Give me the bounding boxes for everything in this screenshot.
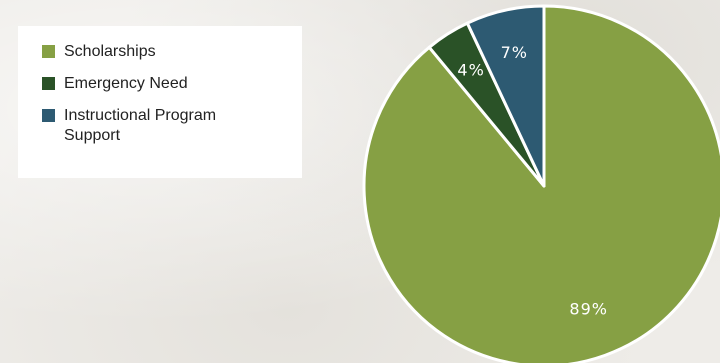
legend-swatch-instructional-program-support [42,109,55,122]
pie-slices [362,4,720,363]
legend-swatch-scholarships [42,45,55,58]
chart-legend: Scholarships Emergency Need Instructiona… [18,26,302,178]
pie-slice-instructional-program-support [465,4,546,188]
pie-slice-label-instructional-program-support: 7% [501,43,528,62]
legend-item-emergency-need: Emergency Need [42,74,302,94]
pie-slice-labels: 89% 4% 7% [457,43,608,319]
pie-slice-label-scholarships: 89% [569,300,608,319]
legend-item-scholarships: Scholarships [42,42,302,62]
legend-label-emergency-need: Emergency Need [64,75,188,92]
pie-slice-label-emergency-need: 4% [457,61,484,80]
legend-swatch-emergency-need [42,77,55,90]
legend-label-scholarships: Scholarships [64,43,156,60]
legend-label-instructional-program-support: Instructional Program Support [64,107,217,144]
legend-item-instructional-program-support: Instructional Program Support [42,106,302,146]
